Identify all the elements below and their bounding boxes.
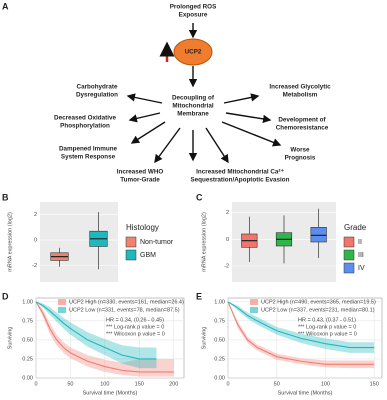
diagram-node-text: System Response [61,154,116,161]
legend-swatch [250,299,258,305]
confidence-band [36,301,174,377]
diagram-node-text: Increased Mitochondrial Ca²⁺ [196,169,284,176]
y-tick-label: 0.00 [214,375,225,381]
y-tick-label: -2 [32,263,37,269]
y-tick-label: 1.00 [22,299,33,305]
diagram-node-text: Carbohydrate [77,84,118,91]
survival-curve [35,301,174,373]
y-tick-label: 2 [34,212,37,218]
legend-swatch [343,236,355,248]
x-axis-label: Survival time (Months) [278,390,333,396]
y-axis-label: Surviving [7,327,13,350]
annotation: *** Log-rank p value = 0 [106,324,164,330]
y-axis-label: mRNA expression (log2) [201,212,207,272]
x-tick-label: 50 [67,381,73,387]
annotation: HR = 0.34, (0.26 - 0.45) [106,317,164,323]
y-tick-label: 1.00 [214,299,225,305]
diagram-node-text: Mitochondrial [172,103,214,110]
legend-label: IV [358,265,365,272]
diagram-node-text: Chemoresistance [276,125,329,132]
y-tick-label: 0.00 [22,375,33,381]
survival-curve [227,301,375,349]
y-tick-label: 0.50 [214,337,225,343]
x-tick-label: 150 [135,381,144,387]
x-axis-label: Survival time (Months) [83,390,138,396]
x-tick-label: 50 [274,381,280,387]
legend-label: UCP2 Low (n=331, events=78, median=87.5) [69,307,180,313]
box [310,227,327,243]
y-tick-label: 0.25 [22,356,33,362]
legend-swatch [343,249,355,261]
diagram-node-text: Decoupling of [172,95,215,102]
diagram-node-text: Metabolism [283,92,318,99]
diagram-node-text: Worse [290,147,310,154]
legend-label: UCP2 Low (n=337, events=231, median=80.1… [261,307,375,313]
diagram-node-text: Tumor-Grade [120,177,160,184]
y-tick-label: 2 [226,210,229,216]
diagram-node-text: UCP2 [185,49,202,56]
legend-swatch [125,249,137,261]
legend-swatch [125,236,137,248]
diagram-node-text: Prognosis [285,155,316,162]
x-tick-label: 200 [169,381,178,387]
ucp2-node [173,38,213,66]
legend-title: Grade [344,223,367,232]
x-tick-label: 100 [321,381,330,387]
survival-curve [227,301,375,365]
y-tick-label: 0 [34,238,37,244]
legend-label: II [358,239,362,246]
x-tick-label: 0 [226,381,229,387]
legend-swatch [58,307,66,313]
y-axis-label: mRNA expression (log2) [7,212,13,272]
annotation: *** Wilcoxon p value = 0 [298,331,357,337]
panel-label: A [2,1,9,11]
diagram-node-text: Exposure [179,12,208,19]
diagram-node-text: Prolonged ROS [170,4,217,11]
diagram-node-text: Increased Glycolytic [269,84,331,91]
annotation: *** Log-rank p value = 0 [298,324,356,330]
legend-label: GBM [140,252,156,259]
diagram-node-text: Membrane [177,111,209,118]
confidence-band [36,301,157,369]
diagram-node-text: Dysregulation [76,92,118,99]
legend-title: Histology [126,223,159,232]
y-tick-label: 0.50 [22,337,33,343]
x-tick-label: 0 [34,381,37,387]
x-tick-label: 100 [100,381,109,387]
panel-label: B [2,192,9,202]
legend-label: UCP2 High (n=490, events=365, median=19.… [261,299,376,305]
diagram-node-text: Phosphorylation [60,123,110,130]
x-tick-label: 150 [370,381,379,387]
diagram-node-text: Dampened Immune [59,146,118,153]
y-tick-label: 0.75 [22,318,33,324]
diagram-node-text: Development of [278,117,326,124]
legend-label: UCP2 High (n=330, events=161, median=26.… [69,299,184,305]
arrows [126,23,282,164]
annotation: HR = 0.43, (0.37 - 0.51) [298,317,356,323]
diagram-node-text: Sequestration/Apoptotic Evasion [190,177,289,184]
panel-label: D [2,291,9,301]
legend-swatch [343,262,355,274]
legend-label: III [358,252,364,259]
y-tick-label: 0 [226,237,229,243]
legend-swatch [250,307,258,313]
panel-label: C [196,192,203,202]
y-axis-label: Surviving [201,327,207,350]
y-tick-label: 0.25 [214,356,225,362]
y-tick-label: 0.75 [214,318,225,324]
panel-label: E [196,291,202,301]
y-tick-label: -2 [224,263,229,269]
legend-swatch [58,299,66,305]
survival-curve [35,301,157,360]
diagram-node-text: Decreased Oxidative [54,115,116,122]
annotation: *** Wilcoxon p value = 0 [106,331,165,337]
legend-label: Non-tumor [140,239,174,246]
diagram-node-text: Increased WHO [117,169,164,176]
